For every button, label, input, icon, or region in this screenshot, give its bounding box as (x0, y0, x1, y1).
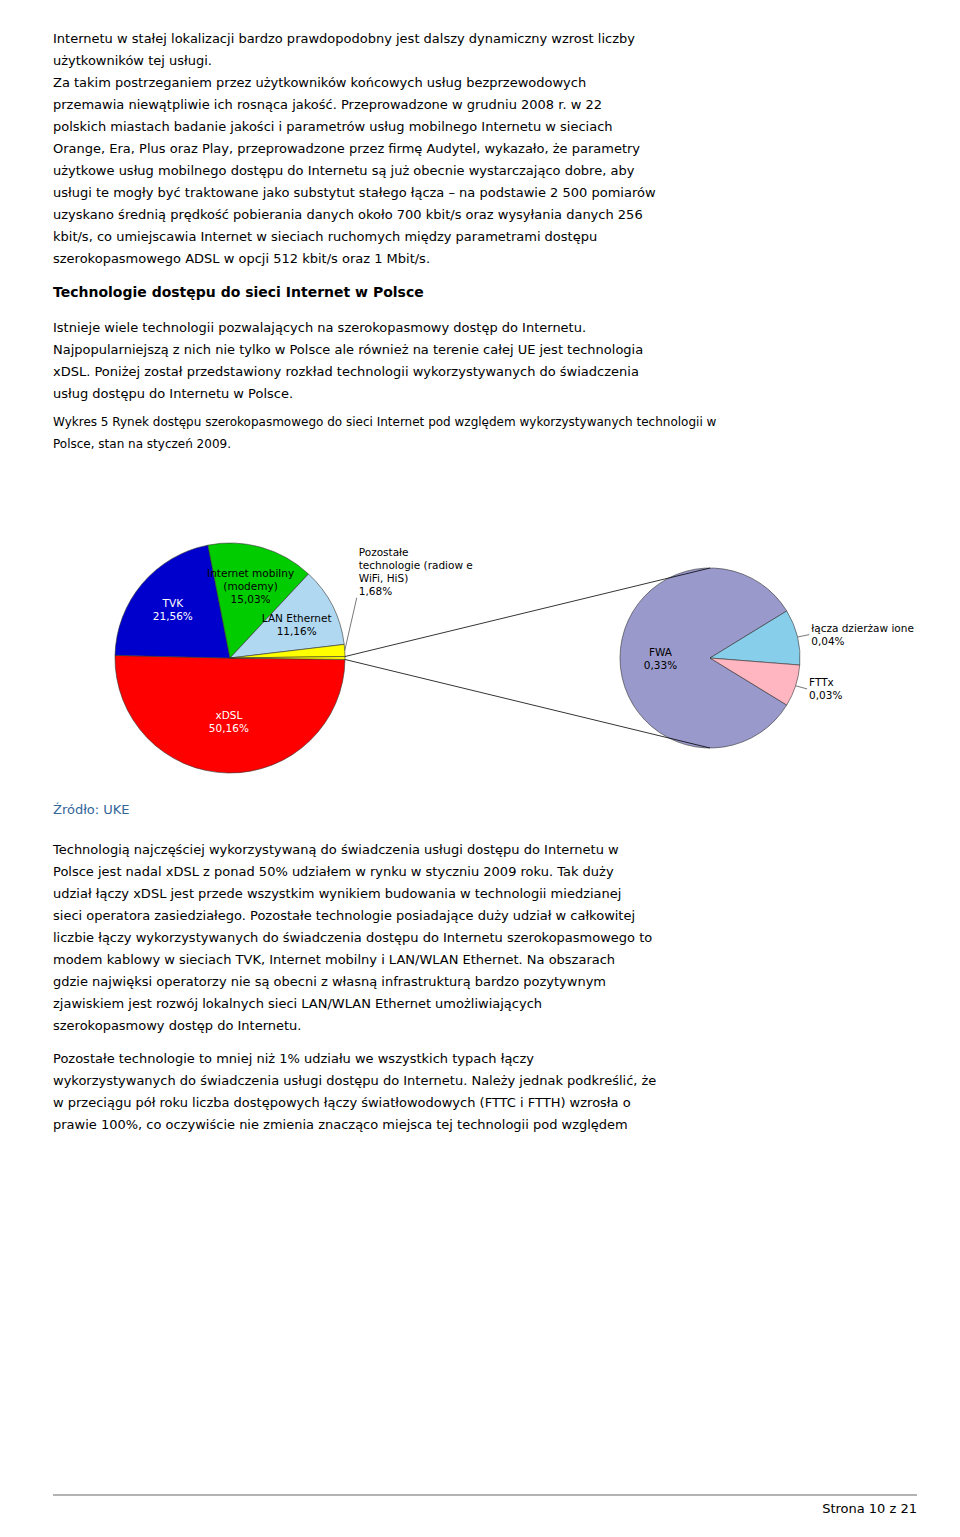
paragraph-line: w przeciągu pół roku liczba dostępowych … (53, 1095, 631, 1110)
data-label: 50,16% (209, 722, 249, 734)
paragraph-line: Istnieje wiele technologii pozwalających… (53, 320, 586, 335)
paragraph-line: użytkowe usług mobilnego dostępu do Inte… (53, 163, 635, 178)
paragraph-line: Polsce jest nadal xDSL z ponad 50% udzia… (53, 864, 614, 879)
slice-label: łącza dzierżaw ione (811, 622, 914, 634)
data-label: 21,56% (153, 610, 193, 622)
leader-line (345, 598, 357, 651)
caption: Polsce, stan na styczeń 2009. (53, 437, 231, 451)
data-label: 0,04% (811, 635, 844, 647)
paragraph-line: udział łączy xDSL jest przede wszystkim … (53, 886, 621, 901)
source: Źródło: UKE (53, 802, 130, 817)
slice-label: FTTx (809, 676, 834, 688)
paragraph-line: Za takim postrzeganiem przez użytkownikó… (53, 75, 586, 90)
paragraph-line: Orange, Era, Plus oraz Play, przeprowadz… (53, 141, 640, 156)
paragraph-line: modem kablowy w sieciach TVK, Internet m… (53, 952, 615, 967)
leader-line (796, 686, 808, 689)
pie-slice (115, 655, 345, 773)
page: Internetu w stałej lokalizacji bardzo pr… (0, 0, 960, 1537)
leader-line (798, 635, 810, 637)
slice-label: FWA (649, 646, 673, 658)
paragraph-line: usługi te mogły być traktowane jako subs… (53, 185, 656, 200)
paragraph-line: szerokopasmowego ADSL w opcji 512 kbit/s… (53, 251, 430, 266)
pie-slice (710, 611, 800, 665)
paragraph-line: przemawia niewątpliwie ich rosnąca jakoś… (53, 97, 602, 112)
paragraph-line: kbit/s, co umiejscawia Internet w siecia… (53, 229, 597, 244)
paragraph-line: prawie 100%, co oczywiście nie zmienia z… (53, 1117, 628, 1132)
footer-rule (53, 1495, 917, 1496)
paragraph-line: wykorzystywanych do świadczenia usługi d… (53, 1073, 656, 1088)
paragraph-line: usług dostępu do Internetu w Polsce. (53, 386, 293, 401)
slice-label: LAN Ethernet (262, 612, 332, 624)
section-title: Technologie dostępu do sieci Internet w … (53, 284, 424, 300)
data-label: 1,68% (359, 585, 392, 597)
data-label: 15,03% (231, 593, 271, 605)
pie-slice (710, 658, 800, 705)
data-label: 0,03% (809, 689, 842, 701)
caption: Wykres 5 Rynek dostępu szerokopasmowego … (53, 415, 717, 429)
paragraph-line: polskich miastach badanie jakości i para… (53, 119, 613, 134)
pie-1 (620, 568, 800, 748)
paragraph-line: gdzie najwięksi operatorzy nie są obecni… (53, 974, 606, 989)
footer: Strona 10 z 21 (822, 1501, 917, 1516)
paragraph-line: Pozostałe technologie to mniej niż 1% ud… (53, 1051, 534, 1066)
pie-0 (115, 543, 345, 773)
paragraph-line: Technologią najczęściej wykorzystywaną d… (52, 842, 619, 857)
paragraph-line: xDSL. Poniżej został przedstawiony rozkł… (53, 364, 639, 379)
paragraph-line: użytkowników tej usługi. (53, 53, 212, 68)
data-label: 11,16% (277, 625, 317, 637)
slice-label: TVK (162, 597, 185, 609)
paragraph-line: sieci operatora zasiedziałego. Pozostałe… (53, 908, 635, 923)
paragraph-line: Internetu w stałej lokalizacji bardzo pr… (53, 31, 635, 46)
paragraph-line: uzyskano średnią prędkość pobierania dan… (53, 207, 643, 222)
data-label: 0,33% (644, 659, 677, 671)
slice-label: xDSL (215, 709, 242, 721)
connector-line (345, 659, 710, 748)
paragraph-line: Najpopularniejszą z nich nie tylko w Pol… (53, 342, 643, 357)
pie-slice (230, 644, 345, 658)
slice-label: Pozostałetechnologie (radiow eWiFi, HiS) (359, 546, 473, 584)
paragraph-line: szerokopasmowy dostęp do Internetu. (53, 1018, 301, 1033)
pie-slice (230, 657, 345, 660)
paragraph-line: liczbie łączy wykorzystywanych do świadc… (53, 930, 652, 945)
slice-label: Internet mobilny(modemy) (207, 567, 294, 592)
paragraph-line: zjawiskiem jest rozwój lokalnych sieci L… (53, 996, 542, 1011)
connector-line (345, 568, 710, 657)
